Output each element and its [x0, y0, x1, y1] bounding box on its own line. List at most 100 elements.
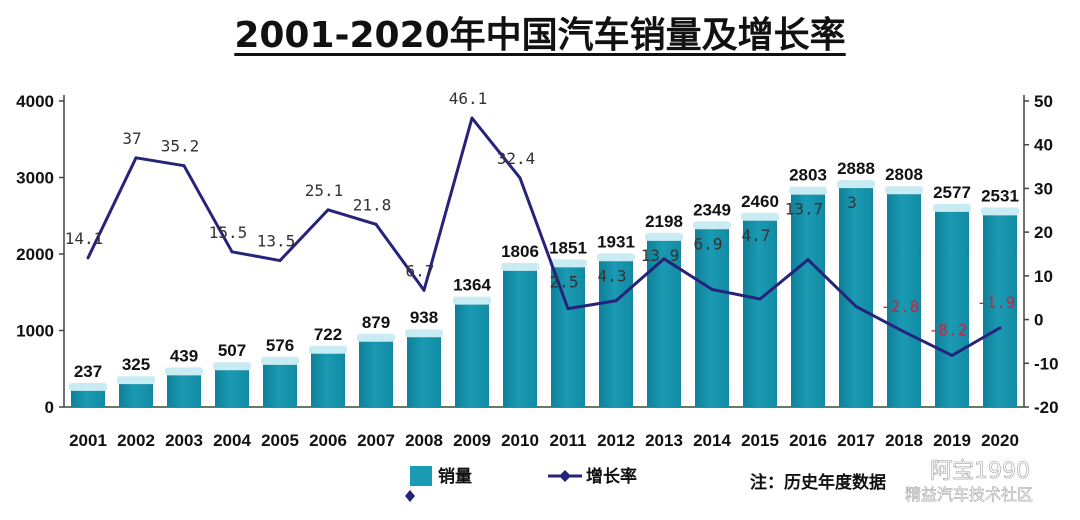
bar-2003 — [167, 373, 201, 407]
chart-title: 2001-2020年中国汽车销量及增长率 — [234, 15, 846, 56]
bar-cap-2017 — [837, 180, 875, 189]
bar-cap-2015 — [741, 212, 779, 221]
bar-value-label: 722 — [314, 325, 342, 344]
bar-cap-2018 — [885, 186, 923, 195]
growth-rate-label: 15.5 — [209, 223, 248, 242]
bar-2019 — [935, 209, 969, 407]
bar-cap-2009 — [453, 296, 491, 305]
growth-rate-point — [854, 304, 858, 308]
x-tick-label: 2012 — [597, 431, 635, 450]
growth-rate-point — [902, 330, 906, 334]
bar-value-label: 2349 — [693, 200, 731, 219]
bar-2007 — [359, 339, 393, 407]
growth-rate-point — [422, 288, 426, 292]
watermark-account: 阿宝1990 — [930, 459, 1030, 484]
x-tick-label: 2011 — [550, 431, 587, 450]
y-right-tick-label: 40 — [1034, 136, 1053, 155]
y-right-tick-label: 50 — [1034, 92, 1053, 111]
y-right-tick-label: -10 — [1034, 354, 1059, 373]
bar-value-label: 1931 — [597, 232, 635, 251]
legend-diamond-icon — [405, 490, 415, 502]
growth-rate-label: 37 — [122, 129, 141, 148]
growth-rate-label: 13.7 — [785, 200, 824, 219]
growth-rate-label: 35.2 — [161, 137, 200, 156]
x-tick-label: 2015 — [741, 431, 779, 450]
bar-value-label: 439 — [170, 346, 198, 365]
growth-rate-point — [566, 307, 570, 311]
growth-rate-label: -8.2 — [929, 320, 968, 339]
bar-cap-2003 — [165, 367, 203, 376]
growth-rate-point — [710, 287, 714, 291]
bar-cap-2008 — [405, 329, 443, 338]
bar-value-label: 2888 — [837, 159, 875, 178]
y-left-tick-label: 0 — [45, 398, 54, 417]
bar-value-label: 2577 — [933, 183, 971, 202]
watermark-community: 精益汽车技术社区 — [905, 485, 1033, 504]
growth-rate-label: 2.5 — [550, 272, 579, 291]
bar-2016 — [791, 192, 825, 407]
growth-rate-point — [806, 258, 810, 262]
bar-cap-2002 — [117, 376, 155, 385]
x-tick-label: 2007 — [357, 431, 395, 450]
x-tick-label: 2010 — [501, 431, 539, 450]
growth-rate-point — [134, 156, 138, 160]
growth-rate-point — [374, 222, 378, 226]
bar-value-label: 2531 — [981, 186, 1019, 205]
growth-rate-point — [614, 299, 618, 303]
bar-value-label: 325 — [122, 355, 150, 374]
growth-rate-label: 4.3 — [598, 266, 627, 285]
growth-rate-label: 46.1 — [449, 89, 488, 108]
x-tick-label: 2008 — [405, 431, 443, 450]
bar-cap-2001 — [69, 382, 107, 391]
bar-2006 — [311, 351, 345, 407]
growth-rate-label: 25.1 — [305, 181, 344, 200]
y-left-tick-label: 1000 — [16, 322, 54, 341]
bar-2015 — [743, 218, 777, 407]
growth-rate-point — [662, 257, 666, 261]
x-tick-label: 2009 — [453, 431, 491, 450]
growth-rate-point — [758, 297, 762, 301]
bar-cap-2006 — [309, 345, 347, 354]
bar-cap-2005 — [261, 356, 299, 365]
growth-rate-line — [86, 116, 1001, 357]
y-right-tick-label: 30 — [1034, 179, 1053, 198]
bar-value-label: 938 — [410, 308, 438, 327]
labels-layer: 237 325 439 507 576 722 879 938 1364 1806 1851 1931… — [65, 89, 1019, 381]
x-tick-label: 2001 — [69, 431, 107, 450]
bar-value-label: 2803 — [789, 166, 827, 185]
bar-cap-2020 — [981, 207, 1019, 216]
growth-rate-label: 4.7 — [742, 226, 771, 245]
bar-cap-2011 — [549, 259, 587, 268]
x-tick-label: 2017 — [837, 431, 875, 450]
bar-2012 — [599, 259, 633, 407]
bar-cap-2019 — [933, 203, 971, 212]
growth-rate-point — [86, 256, 90, 260]
bar-value-label: 576 — [266, 336, 294, 355]
bar-value-label: 2460 — [741, 192, 779, 211]
x-tick-label: 2004 — [213, 431, 251, 450]
growth-rate-label: 32.4 — [497, 149, 536, 168]
bar-2010 — [503, 268, 537, 407]
growth-rate-point — [518, 176, 522, 180]
legend-line-marker-icon — [559, 470, 571, 482]
growth-rate-label: 6.9 — [694, 234, 723, 253]
bar-cap-2016 — [789, 186, 827, 195]
growth-rate-point — [182, 164, 186, 168]
growth-rate-point — [950, 353, 954, 357]
growth-rate-label: -1.9 — [977, 293, 1016, 312]
bar-value-label: 1851 — [549, 238, 587, 257]
bar-value-label: 879 — [362, 313, 390, 332]
legend: 销量 增长率 — [405, 466, 637, 502]
bar-value-label: 2198 — [645, 212, 683, 231]
bar-cap-2014 — [693, 221, 731, 230]
bar-cap-2012 — [597, 253, 635, 262]
growth-rate-label: 13.5 — [257, 232, 296, 251]
growth-rate-label: 14.1 — [65, 229, 104, 248]
growth-rate-point — [278, 259, 282, 263]
x-tick-label: 2013 — [645, 431, 683, 450]
y-left-tick-label: 4000 — [16, 92, 54, 111]
x-tick-label: 2019 — [933, 431, 971, 450]
growth-rate-point — [470, 116, 474, 120]
y-right-tick-label: 20 — [1034, 223, 1053, 242]
